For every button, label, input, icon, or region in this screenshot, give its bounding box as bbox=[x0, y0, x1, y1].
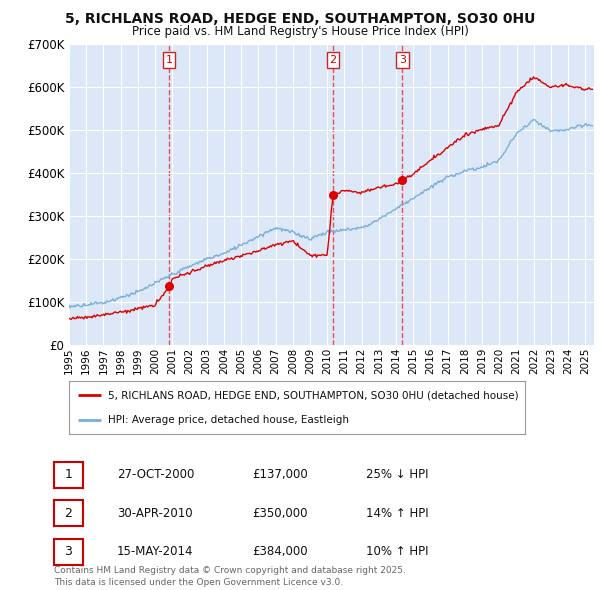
Text: 2: 2 bbox=[64, 507, 73, 520]
Text: 27-OCT-2000: 27-OCT-2000 bbox=[117, 468, 194, 481]
Text: 15-MAY-2014: 15-MAY-2014 bbox=[117, 545, 193, 558]
Text: Contains HM Land Registry data © Crown copyright and database right 2025.
This d: Contains HM Land Registry data © Crown c… bbox=[54, 566, 406, 587]
Text: 1: 1 bbox=[166, 55, 173, 65]
Text: 3: 3 bbox=[64, 545, 73, 558]
Text: HPI: Average price, detached house, Eastleigh: HPI: Average price, detached house, East… bbox=[108, 415, 349, 425]
Text: 14% ↑ HPI: 14% ↑ HPI bbox=[366, 507, 428, 520]
Text: 5, RICHLANS ROAD, HEDGE END, SOUTHAMPTON, SO30 0HU (detached house): 5, RICHLANS ROAD, HEDGE END, SOUTHAMPTON… bbox=[108, 391, 518, 401]
Text: 1: 1 bbox=[64, 468, 73, 481]
Text: 25% ↓ HPI: 25% ↓ HPI bbox=[366, 468, 428, 481]
Text: Price paid vs. HM Land Registry's House Price Index (HPI): Price paid vs. HM Land Registry's House … bbox=[131, 25, 469, 38]
Text: 3: 3 bbox=[399, 55, 406, 65]
Text: 2: 2 bbox=[329, 55, 337, 65]
Text: £350,000: £350,000 bbox=[252, 507, 308, 520]
Text: 30-APR-2010: 30-APR-2010 bbox=[117, 507, 193, 520]
Text: £137,000: £137,000 bbox=[252, 468, 308, 481]
Text: 5, RICHLANS ROAD, HEDGE END, SOUTHAMPTON, SO30 0HU: 5, RICHLANS ROAD, HEDGE END, SOUTHAMPTON… bbox=[65, 12, 535, 26]
Text: £384,000: £384,000 bbox=[252, 545, 308, 558]
Text: 10% ↑ HPI: 10% ↑ HPI bbox=[366, 545, 428, 558]
